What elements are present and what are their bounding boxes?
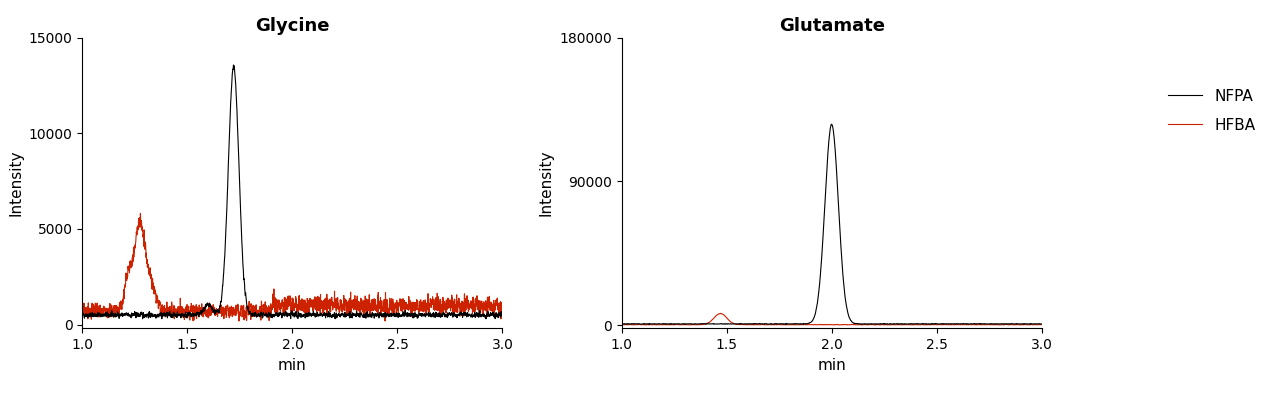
Y-axis label: Intensity: Intensity — [539, 150, 554, 217]
NFPA — [687, 322, 702, 326]
HFBA — [614, 322, 629, 327]
HFBA — [662, 322, 677, 327]
NFPA — [794, 321, 809, 326]
HFBA — [794, 322, 809, 327]
HFBA — [980, 322, 995, 327]
HFBA — [687, 322, 702, 327]
NFPA — [662, 322, 677, 326]
NFPA — [1035, 322, 1050, 326]
Title: Glycine: Glycine — [255, 17, 330, 35]
NFPA — [1026, 321, 1041, 326]
HFBA — [995, 323, 1011, 328]
HFBA — [775, 322, 790, 327]
NFPA — [824, 122, 839, 127]
HFBA — [1035, 322, 1050, 327]
HFBA — [1026, 322, 1041, 327]
HFBA — [713, 311, 728, 316]
Legend: NFPA, HFBA: NFPA, HFBA — [1169, 89, 1255, 133]
NFPA — [614, 321, 629, 326]
NFPA — [775, 322, 790, 326]
X-axis label: min: min — [818, 358, 846, 373]
X-axis label: min: min — [278, 358, 307, 373]
NFPA — [981, 322, 997, 326]
Line: HFBA: HFBA — [621, 313, 1042, 325]
Line: NFPA: NFPA — [621, 124, 1042, 324]
Y-axis label: Intensity: Intensity — [9, 150, 23, 217]
NFPA — [776, 322, 791, 327]
Title: Glutamate: Glutamate — [779, 17, 885, 35]
